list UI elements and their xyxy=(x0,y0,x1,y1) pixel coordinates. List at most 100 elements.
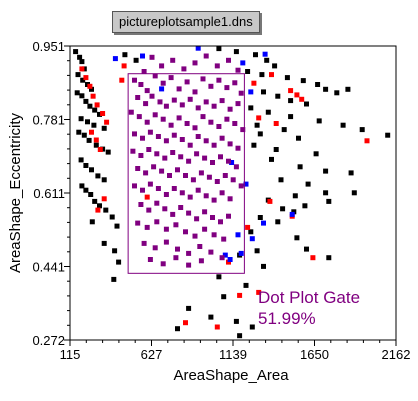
data-point-purple xyxy=(152,112,158,118)
data-point-purple xyxy=(226,57,231,63)
data-point-black xyxy=(254,248,260,254)
data-point-black xyxy=(261,89,266,95)
data-point-red xyxy=(245,224,251,230)
data-point-purple xyxy=(227,196,233,202)
data-point-purple xyxy=(202,155,208,161)
data-point-black xyxy=(300,78,306,84)
data-point-purple xyxy=(198,258,204,264)
data-point-black xyxy=(79,93,85,99)
data-point-black xyxy=(261,263,266,269)
data-point-red xyxy=(364,138,370,144)
data-point-purple xyxy=(219,255,225,261)
data-point-purple xyxy=(167,173,172,178)
data-point-purple xyxy=(216,124,222,129)
data-point-black xyxy=(305,181,311,187)
y-tick-label: 0.781 xyxy=(32,113,65,128)
data-point-purple xyxy=(202,209,208,215)
data-point-black xyxy=(79,59,85,65)
data-point-purple xyxy=(235,67,241,73)
data-point-red xyxy=(267,198,273,204)
data-point-purple xyxy=(226,213,231,219)
data-point-purple xyxy=(175,167,180,173)
data-point-blue xyxy=(262,51,268,57)
data-point-purple xyxy=(190,177,196,183)
data-point-purple xyxy=(144,119,150,125)
data-point-purple xyxy=(208,119,214,125)
data-point-red xyxy=(89,129,94,135)
data-point-purple xyxy=(194,151,200,157)
data-point-black xyxy=(313,151,319,157)
data-point-black xyxy=(73,49,79,55)
gate-percent: 51.99% xyxy=(258,309,316,328)
data-point-purple xyxy=(146,147,152,152)
data-point-blue xyxy=(248,89,254,95)
data-point-red xyxy=(119,77,125,83)
data-point-black xyxy=(208,314,214,320)
data-point-purple xyxy=(175,246,180,252)
data-point-black xyxy=(89,219,95,225)
data-point-purple xyxy=(173,222,179,228)
data-point-purple xyxy=(211,142,217,148)
data-point-purple xyxy=(219,190,225,196)
x-tick-label: 1139 xyxy=(219,347,247,362)
data-point-black xyxy=(85,119,90,125)
data-point-red xyxy=(237,292,243,298)
data-point-black xyxy=(296,135,301,141)
gate-rectangle[interactable] xyxy=(127,73,245,274)
data-point-purple xyxy=(208,83,214,89)
data-point-red xyxy=(256,115,262,121)
data-point-red xyxy=(87,83,93,89)
data-point-black xyxy=(345,86,351,92)
data-point-black xyxy=(249,324,255,330)
data-point-purple xyxy=(176,115,182,121)
data-point-purple xyxy=(170,211,176,217)
data-point-purple xyxy=(163,138,169,144)
data-point-black xyxy=(78,116,84,122)
data-point-black xyxy=(112,248,118,254)
data-point-black xyxy=(265,109,271,115)
data-point-black xyxy=(253,52,258,58)
data-point-purple xyxy=(144,88,150,94)
data-point-purple xyxy=(214,63,220,69)
data-point-black xyxy=(323,190,329,196)
data-point-purple xyxy=(159,63,165,69)
data-point-purple xyxy=(179,137,185,142)
data-point-purple xyxy=(140,135,145,141)
data-point-black xyxy=(133,57,139,63)
data-point-black xyxy=(297,164,303,170)
data-point-black xyxy=(351,190,357,196)
data-point-black xyxy=(89,86,94,92)
data-point-black xyxy=(288,98,294,104)
data-point-purple xyxy=(152,245,158,251)
data-point-purple xyxy=(152,73,158,79)
data-point-purple xyxy=(219,98,225,104)
data-point-purple xyxy=(187,194,193,200)
data-point-purple xyxy=(230,177,236,183)
data-point-red xyxy=(93,137,99,143)
data-point-black xyxy=(89,167,94,173)
data-point-purple xyxy=(210,215,215,220)
data-point-purple xyxy=(238,90,244,96)
data-point-black xyxy=(93,142,99,148)
data-point-purple xyxy=(179,190,185,196)
data-point-purple xyxy=(195,105,201,111)
data-point-black xyxy=(269,156,274,162)
data-point-black xyxy=(272,63,278,69)
data-point-black xyxy=(75,72,81,78)
data-point-purple xyxy=(155,134,161,139)
data-point-black xyxy=(105,149,111,155)
data-point-purple xyxy=(178,154,184,160)
data-point-black xyxy=(83,163,89,168)
data-point-black xyxy=(86,137,92,143)
data-point-blue xyxy=(249,236,255,242)
data-point-purple xyxy=(233,164,239,170)
data-point-purple xyxy=(140,187,145,193)
data-point-purple xyxy=(147,181,153,187)
data-point-purple xyxy=(240,127,246,133)
data-point-black xyxy=(175,326,180,332)
data-point-blue xyxy=(243,181,249,187)
data-point-purple xyxy=(218,219,223,225)
data-point-purple xyxy=(162,155,168,161)
